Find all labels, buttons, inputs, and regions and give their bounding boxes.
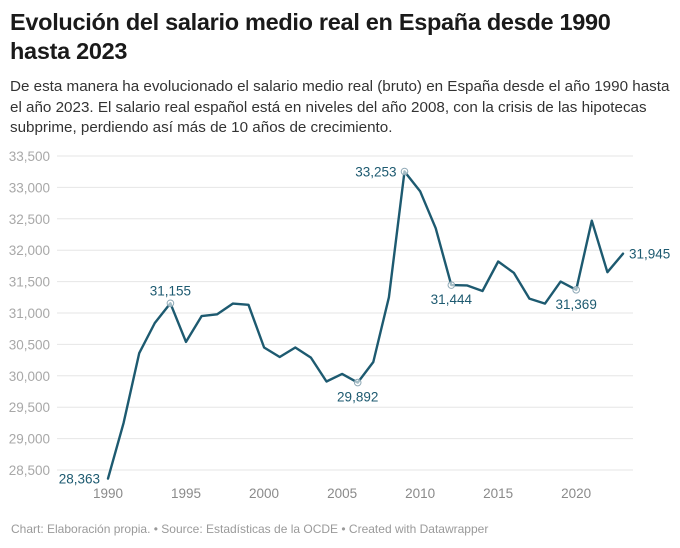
chart-footer: Chart: Elaboración propia. • Source: Est… [11, 522, 488, 536]
y-tick-label: 31,000 [9, 306, 50, 321]
data-label: 28,363 [59, 472, 100, 487]
data-label: 31,945 [629, 247, 670, 262]
y-tick-label: 28,500 [9, 463, 50, 478]
data-point-marker [166, 299, 175, 308]
source-link[interactable]: Source: Estadísticas de la OCDE [161, 522, 339, 536]
data-point-marker [400, 167, 409, 176]
y-tick-label: 31,500 [9, 275, 50, 290]
gridlines [57, 155, 633, 471]
data-point-marker [447, 281, 456, 289]
y-tick-label: 30,000 [9, 369, 50, 384]
y-tick-label: 33,500 [9, 149, 50, 164]
data-label: 33,253 [355, 165, 396, 180]
y-axis: 28,500 29,000 29,500 30,000 30,500 31,000 31,5… [9, 149, 50, 478]
x-tick-label: 2000 [249, 486, 279, 501]
y-tick-label: 32,000 [9, 243, 50, 258]
data-label: 29,892 [337, 390, 378, 405]
y-tick-label: 29,000 [9, 432, 50, 447]
x-tick-label: 2010 [405, 486, 435, 501]
datawrapper-link[interactable]: Created with Datawrapper [348, 522, 489, 536]
annotation-markers [166, 167, 580, 387]
data-label: 31,155 [150, 283, 191, 298]
x-tick-label: 2020 [561, 486, 591, 501]
footer-separator: • [338, 522, 349, 536]
series-line [106, 170, 625, 480]
x-tick-label: 2015 [483, 486, 513, 501]
x-tick-label: 1995 [171, 486, 201, 501]
y-tick-label: 33,000 [9, 180, 50, 195]
x-tick-label: 1990 [93, 486, 123, 501]
data-point-marker [572, 286, 580, 294]
data-line [106, 170, 625, 480]
y-tick-label: 32,500 [9, 212, 50, 227]
data-point-marker [353, 378, 362, 387]
annotation-labels: 28,363 31,155 29,892 33,253 31,444 31,369 31,9… [59, 165, 671, 487]
chart-credit: Chart: Elaboración propia. [11, 522, 151, 536]
x-tick-label: 2005 [327, 486, 357, 501]
x-axis: 1990 1995 2000 2005 2010 2015 2020 [93, 486, 591, 501]
chart-subtitle: De esta manera ha evolucionado el salari… [10, 78, 670, 136]
data-label: 31,444 [431, 292, 473, 307]
y-tick-label: 29,500 [9, 400, 50, 415]
y-tick-label: 30,500 [9, 337, 50, 352]
chart-title: Evolución del salario medio real en Espa… [10, 9, 611, 64]
data-label: 31,369 [556, 297, 597, 312]
footer-separator: • [150, 522, 162, 536]
